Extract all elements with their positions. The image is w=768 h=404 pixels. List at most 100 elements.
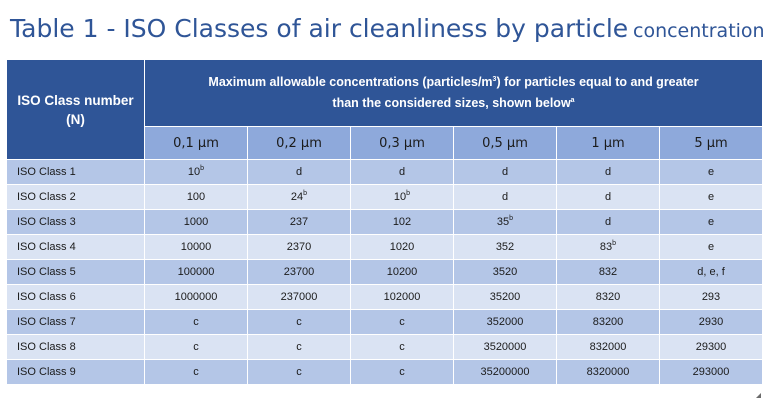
table-cell: d bbox=[556, 209, 660, 235]
table-cell: d bbox=[556, 184, 660, 210]
table-cell: 352 bbox=[453, 234, 557, 260]
cell-value: 35200 bbox=[489, 291, 521, 303]
cell-value: 237 bbox=[289, 216, 309, 228]
table-cell: 8320 bbox=[556, 284, 660, 310]
table-cell: d, e, f bbox=[659, 259, 763, 285]
table-cell: d bbox=[350, 159, 454, 185]
table-cell: 293 bbox=[659, 284, 763, 310]
table-cell: 237000 bbox=[247, 284, 351, 310]
row-label: ISO Class 1 bbox=[6, 159, 145, 185]
cell-value: e bbox=[707, 191, 715, 203]
resize-handle-icon[interactable] bbox=[756, 393, 761, 398]
cell-value: c bbox=[296, 366, 302, 378]
table-cell: 100 bbox=[144, 184, 248, 210]
table-row: ISO Class 3 1000 237 102 35b d e bbox=[6, 209, 763, 235]
table-cell: e bbox=[659, 159, 763, 185]
table-row: ISO Class 1 10b d d d d e bbox=[6, 159, 763, 185]
cell-value: 2930 bbox=[698, 316, 724, 328]
cell-value: d bbox=[604, 216, 612, 228]
table-cell: c bbox=[144, 359, 248, 385]
size-header-cell: 0,3 µm bbox=[350, 126, 454, 160]
table-cell: 10000 bbox=[144, 234, 248, 260]
cell-value: d, e, f bbox=[697, 266, 725, 278]
table-row: ISO Class 6 1000000 237000 102000 35200 8320 2… bbox=[6, 284, 763, 310]
footnote-marker: b bbox=[509, 215, 514, 222]
span-header-sup-a: a bbox=[570, 97, 575, 104]
cell-value: c bbox=[193, 366, 199, 378]
class-header-line2: (N) bbox=[66, 111, 85, 127]
cell-value: 29300 bbox=[695, 341, 727, 353]
cell-value: 1000000 bbox=[174, 291, 218, 303]
cell-value: d bbox=[604, 191, 612, 203]
row-label: ISO Class 2 bbox=[6, 184, 145, 210]
table-cell: 237 bbox=[247, 209, 351, 235]
size-header-cell: 0,5 µm bbox=[453, 126, 557, 160]
cell-value: d bbox=[295, 166, 303, 178]
table-cell: d bbox=[453, 159, 557, 185]
table-cell: 10200 bbox=[350, 259, 454, 285]
cell-value: c bbox=[399, 341, 405, 353]
table-cell: 352000 bbox=[453, 309, 557, 335]
cell-value: d bbox=[398, 166, 406, 178]
table-cell: c bbox=[350, 334, 454, 360]
table-cell: 3520000 bbox=[453, 334, 557, 360]
table-cell: c bbox=[144, 334, 248, 360]
table-row: ISO Class 7 c c c 352000 83200 2930 bbox=[6, 309, 763, 335]
table-cell: 1000 bbox=[144, 209, 248, 235]
table-body: ISO Class 1 10b d d d d e ISO Class 2 100 24b 10b d… bbox=[6, 159, 763, 385]
iso-class-table: ISO Class number (N) Maximum allowable c… bbox=[6, 59, 763, 385]
table-cell: 1020 bbox=[350, 234, 454, 260]
size-header-cell: 1 µm bbox=[556, 126, 660, 160]
table-cell: e bbox=[659, 209, 763, 235]
table-cell: d bbox=[453, 184, 557, 210]
row-label: ISO Class 4 bbox=[6, 234, 145, 260]
table-cell: 2930 bbox=[659, 309, 763, 335]
table-cell: c bbox=[350, 309, 454, 335]
cell-value: c bbox=[296, 341, 302, 353]
cell-value: 102 bbox=[392, 216, 412, 228]
table-cell: 24b bbox=[247, 184, 351, 210]
footnote-marker: b bbox=[612, 240, 617, 247]
table-row: ISO Class 4 10000 2370 1020 352 83b e bbox=[6, 234, 763, 260]
table-cell: 1000000 bbox=[144, 284, 248, 310]
cell-value: e bbox=[707, 216, 715, 228]
footnote-marker: b bbox=[406, 190, 411, 197]
table-cell: 100000 bbox=[144, 259, 248, 285]
cell-value: 83200 bbox=[592, 316, 624, 328]
table-cell: 2370 bbox=[247, 234, 351, 260]
cell-value: 100 bbox=[186, 191, 206, 203]
table-cell: 293000 bbox=[659, 359, 763, 385]
cell-value: 352000 bbox=[486, 316, 524, 328]
cell-value: 293000 bbox=[692, 366, 730, 378]
class-header-line1: ISO Class number bbox=[17, 92, 134, 108]
table-cell: d bbox=[247, 159, 351, 185]
table-cell: c bbox=[350, 359, 454, 385]
cell-value: d bbox=[501, 191, 509, 203]
table-cell: c bbox=[247, 359, 351, 385]
table-cell: 83200 bbox=[556, 309, 660, 335]
table-cell: c bbox=[247, 334, 351, 360]
cell-value: d bbox=[501, 166, 509, 178]
cell-value: 83 bbox=[599, 241, 613, 253]
table-cell: 29300 bbox=[659, 334, 763, 360]
title-small: concentration bbox=[633, 20, 765, 42]
particle-size-header-row: 0,1 µm 0,2 µm 0,3 µm 0,5 µm 1 µm 5 µm bbox=[7, 126, 763, 160]
cell-value: d bbox=[604, 166, 612, 178]
size-header-cell: 5 µm bbox=[659, 126, 763, 160]
cell-value: 2370 bbox=[286, 241, 312, 253]
table-cell: 8320000 bbox=[556, 359, 660, 385]
size-header-cell: 0,1 µm bbox=[144, 126, 248, 160]
table-cell: c bbox=[144, 309, 248, 335]
cell-value: 1000 bbox=[183, 216, 209, 228]
size-header-cell: 0,2 µm bbox=[247, 126, 351, 160]
cell-value: 832 bbox=[598, 266, 618, 278]
span-header-sup-3: 3 bbox=[492, 76, 497, 83]
table-cell: 83b bbox=[556, 234, 660, 260]
cell-value: 3520000 bbox=[483, 341, 527, 353]
table-cell: c bbox=[247, 309, 351, 335]
table-cell: 10b bbox=[350, 184, 454, 210]
row-label: ISO Class 6 bbox=[6, 284, 145, 310]
cell-value: 1020 bbox=[389, 241, 415, 253]
table-cell: 102 bbox=[350, 209, 454, 235]
cell-value: c bbox=[399, 366, 405, 378]
